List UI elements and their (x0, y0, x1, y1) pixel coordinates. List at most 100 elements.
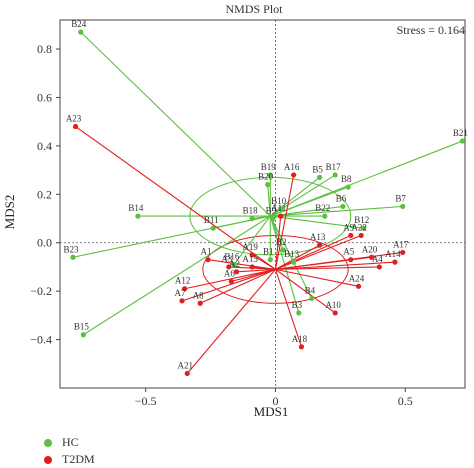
point-b4 (309, 295, 315, 302)
point-label-b20: B20 (258, 172, 274, 182)
stress-label: Stress = 0.164 (397, 23, 465, 37)
point-b6 (340, 203, 346, 210)
point-label-a4: A4 (372, 254, 383, 264)
spider-lines (72, 31, 463, 374)
point-label-b3: B3 (292, 300, 303, 310)
point-label-a23: A23 (66, 114, 82, 124)
point-a13 (317, 242, 323, 248)
point-b22 (322, 213, 328, 219)
point-b8 (345, 184, 351, 190)
point-a24 (355, 283, 362, 289)
point-label-b7: B7 (395, 193, 406, 203)
point-label-b17: B17 (326, 162, 342, 172)
y-axis-title: MDS2 (2, 195, 17, 230)
point-b2 (280, 247, 286, 253)
legend-label-t2dm: T2DM (62, 452, 95, 466)
point-b21 (459, 138, 466, 144)
spoke-a16 (274, 174, 295, 270)
point-b10 (278, 206, 284, 212)
point-b3 (296, 310, 302, 316)
point-a8 (197, 300, 203, 306)
point-label-b19: B19 (261, 162, 277, 172)
point-label-a3: A3 (221, 254, 232, 264)
spoke-a8 (199, 268, 276, 304)
spoke-b7 (270, 205, 403, 217)
point-a2 (233, 269, 240, 275)
point-a16 (291, 172, 297, 178)
legend-swatch-t2dm (44, 455, 52, 464)
x-tick-label: 0.5 (398, 394, 413, 408)
point-a15 (249, 264, 255, 270)
spoke-a24 (275, 268, 359, 287)
point-label-b15: B15 (74, 322, 90, 332)
spoke-a20 (275, 256, 372, 270)
point-label-a20: A20 (362, 244, 378, 254)
point-label-a2: A2 (229, 259, 240, 269)
spoke-a10 (275, 268, 336, 314)
spoke-b23 (72, 215, 271, 258)
point-label-b22: B22 (315, 203, 330, 213)
legend-item-hc: HC (44, 434, 95, 451)
spoke-b13 (269, 215, 295, 263)
spoke-a14 (275, 261, 395, 270)
point-a3 (226, 264, 232, 270)
point-label-b23: B23 (63, 244, 79, 254)
point-a19 (249, 252, 255, 258)
data-points (70, 29, 466, 377)
point-label-b4: B4 (305, 285, 316, 295)
point-label-b21: B21 (453, 128, 468, 138)
y-tick-label: 0.0 (37, 236, 52, 250)
point-label-a11: A11 (271, 203, 286, 213)
spoke-b20 (267, 184, 271, 217)
point-a9 (348, 232, 354, 239)
point-b1 (267, 257, 273, 263)
point-label-b12: B12 (354, 215, 369, 225)
point-b17 (332, 172, 338, 178)
point-b11 (210, 225, 216, 231)
point-b24 (78, 29, 84, 35)
point-label-a22: A22 (351, 222, 367, 232)
x-tick-label: −0.5 (135, 394, 157, 408)
point-label-b11: B11 (204, 215, 219, 225)
point-label-a18: A18 (292, 334, 308, 344)
point-a17 (400, 249, 406, 256)
reference-lines (60, 20, 465, 388)
legend-item-t2dm: T2DM (44, 451, 95, 468)
point-label-a17: A17 (393, 239, 409, 249)
spoke-a2 (236, 268, 276, 273)
point-a22 (358, 232, 364, 239)
point-label-a10: A10 (325, 300, 341, 310)
point-label-a13: A13 (310, 232, 326, 242)
point-b23 (70, 254, 76, 260)
point-a7 (179, 298, 185, 304)
point-b15 (80, 332, 86, 338)
point-label-b10: B10 (271, 196, 287, 206)
point-a12 (182, 286, 188, 292)
point-a10 (332, 310, 338, 316)
point-b18 (249, 215, 255, 222)
point-label-a1: A1 (200, 247, 211, 257)
spoke-a23 (75, 126, 276, 270)
point-label-a7: A7 (175, 288, 186, 298)
point-a5 (348, 257, 354, 263)
point-label-a9: A9 (343, 222, 354, 232)
point-label-b13: B13 (284, 249, 300, 259)
point-b9 (270, 215, 276, 222)
spoke-a22 (275, 234, 362, 270)
y-tick-label: 0.2 (37, 187, 52, 201)
point-a18 (298, 344, 305, 350)
spoke-a12 (184, 268, 276, 290)
point-label-a15: A15 (242, 254, 258, 264)
y-tick-label: 0.8 (37, 42, 52, 56)
legend: HC T2DM (44, 434, 95, 468)
point-label-b9: B9 (266, 206, 277, 216)
point-a21 (184, 370, 190, 377)
point-b13 (291, 259, 297, 265)
point-a20 (368, 254, 375, 260)
spoke-a7 (181, 268, 276, 302)
point-label-a21: A21 (177, 360, 193, 370)
point-a4 (376, 264, 382, 270)
point-b14 (135, 213, 141, 219)
point-a6 (228, 278, 234, 285)
point-label-a16: A16 (284, 162, 300, 172)
